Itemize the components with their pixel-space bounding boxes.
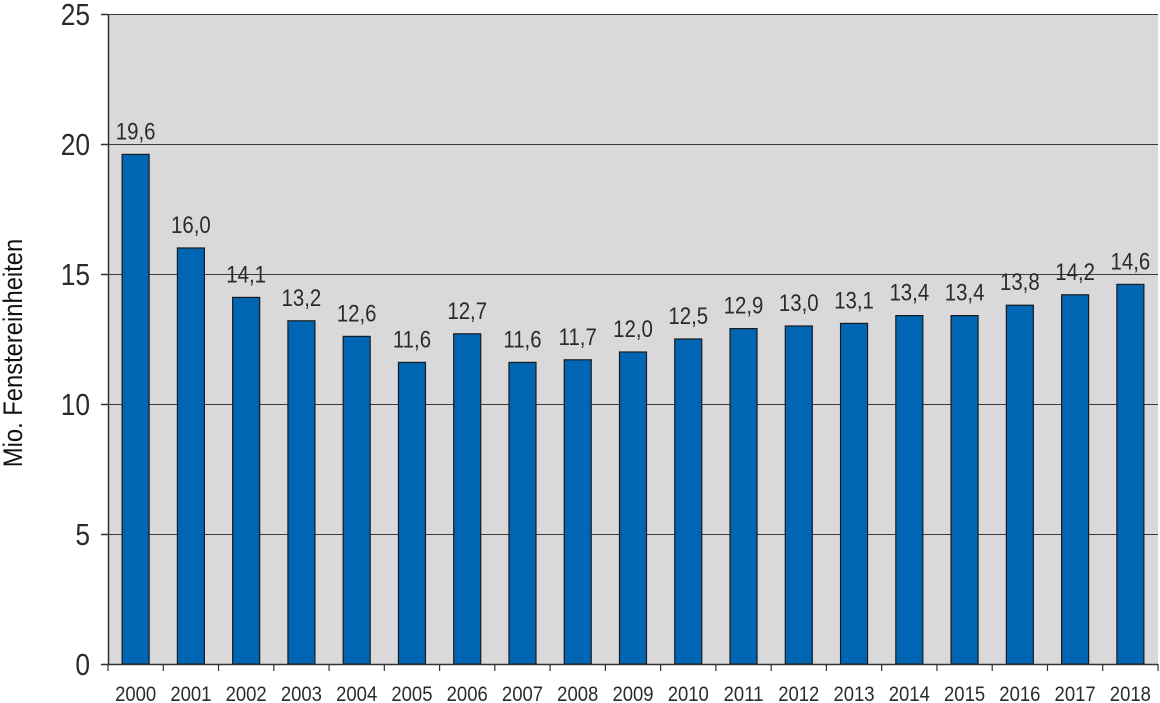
bar	[287, 320, 316, 665]
bar	[176, 247, 205, 665]
data-label: 13,0	[779, 289, 819, 316]
data-label: 14,1	[226, 261, 266, 288]
data-label: 19,6	[116, 118, 156, 145]
y-tick-label: 25	[61, 0, 90, 33]
bar	[397, 361, 427, 665]
x-tick-label: 2015	[944, 683, 985, 703]
data-label: 11,6	[503, 326, 541, 353]
bar	[1005, 304, 1034, 665]
data-label: 14,6	[1111, 248, 1151, 275]
x-tick-label: 2005	[391, 683, 432, 703]
y-tick-label: 5	[75, 518, 90, 552]
bar	[121, 153, 150, 665]
x-tick-label: 2017	[1055, 683, 1096, 703]
x-tick-label: 2007	[502, 683, 543, 703]
bar	[1116, 283, 1145, 665]
data-label: 13,8	[1000, 269, 1040, 296]
data-label: 14,2	[1055, 258, 1095, 285]
x-tick-label: 2011	[724, 683, 764, 703]
data-label: 13,4	[889, 279, 929, 306]
bar	[950, 315, 979, 665]
y-axis-title: Mio. Fenstereinheiten	[0, 239, 28, 467]
bar	[563, 359, 592, 665]
data-label: 13,1	[834, 287, 874, 314]
data-label: 11,6	[393, 326, 431, 353]
bar	[674, 338, 703, 665]
data-labels: 19,6 16,0 14,1 13,2 12,6 11,6 12,7 11,6 11,7 12,0…	[116, 118, 1150, 353]
data-label: 12,7	[447, 297, 487, 324]
bar	[342, 335, 371, 665]
y-tick-label: 15	[61, 258, 90, 292]
data-label: 13,2	[282, 284, 322, 311]
x-tick-label: 2010	[668, 683, 709, 703]
bar	[508, 361, 537, 665]
x-tick-label: 2018	[1110, 683, 1151, 703]
bar	[895, 315, 924, 665]
x-tick-label: 2006	[447, 683, 488, 703]
y-tick-label: 0	[75, 648, 90, 682]
x-tick-label: 2016	[999, 683, 1040, 703]
data-label: 16,0	[171, 211, 211, 238]
data-label: 13,4	[945, 279, 985, 306]
bar	[453, 333, 482, 665]
x-tick-label: 2002	[226, 683, 267, 703]
data-label: 11,7	[559, 323, 597, 350]
data-label: 12,6	[337, 300, 377, 327]
x-tick-labels: 2000 2001 2002 2003 2004 2005 2006 2007 2008 2009…	[115, 683, 1151, 703]
data-label: 12,5	[668, 302, 708, 329]
x-tick-label: 2004	[336, 683, 377, 703]
bar	[729, 328, 758, 665]
x-tick-label: 2009	[612, 683, 653, 703]
x-tick-label: 2001	[170, 683, 211, 703]
x-tick-label: 2003	[281, 683, 322, 703]
data-label: 12,0	[613, 315, 653, 342]
bar	[839, 322, 869, 665]
axes	[101, 13, 1159, 671]
x-tick-label: 2008	[557, 683, 598, 703]
x-tick-label: 2013	[834, 683, 875, 703]
bars	[121, 153, 1145, 665]
data-label: 12,9	[724, 292, 764, 319]
x-tick-label: 2012	[778, 683, 819, 703]
y-tick-labels: 0 5 10 15 20 25	[61, 0, 90, 683]
x-tick-label: 2000	[115, 683, 156, 703]
y-tick-label: 10	[61, 388, 90, 422]
bar	[232, 296, 261, 665]
bar	[1061, 294, 1090, 665]
y-tick-label: 20	[61, 128, 90, 162]
bar	[618, 351, 648, 665]
bar	[784, 325, 813, 665]
x-tick-label: 2014	[889, 683, 930, 703]
